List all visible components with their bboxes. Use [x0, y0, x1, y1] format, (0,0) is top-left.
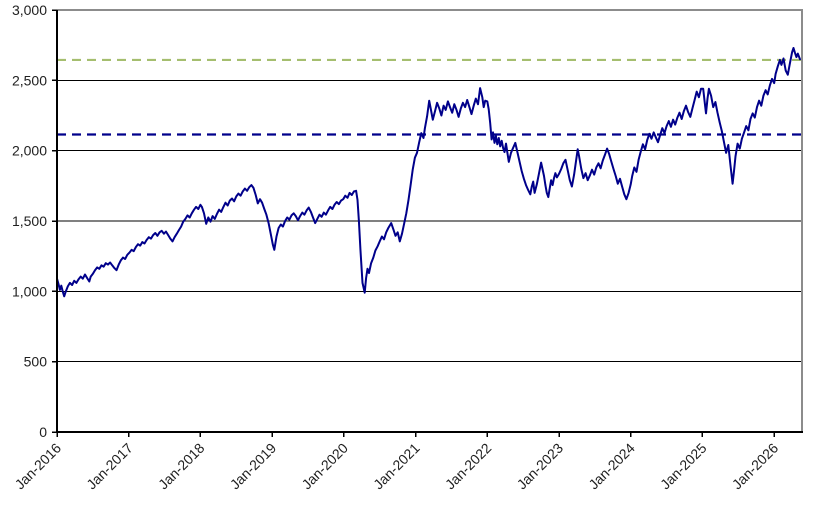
- y-tick-label: 1,500: [12, 213, 47, 229]
- y-tick-label: 3,000: [12, 2, 47, 18]
- x-tick-label: Jan-2021: [370, 440, 423, 493]
- series-index-level: [56, 47, 801, 298]
- y-tick-label: 500: [24, 354, 48, 370]
- x-tick-label: Jan-2024: [585, 440, 638, 493]
- x-tick-label: Jan-2026: [729, 440, 782, 493]
- x-tick-label: Jan-2022: [442, 440, 495, 493]
- x-tick-label: Jan-2017: [83, 440, 136, 493]
- x-tick-label: Jan-2020: [298, 440, 351, 493]
- x-tick-label: Jan-2025: [657, 440, 710, 493]
- x-tick-label: Jan-2023: [514, 440, 567, 493]
- y-tick-label: 2,000: [12, 143, 47, 159]
- y-tick-label: 0: [39, 424, 47, 440]
- x-tick-label: Jan-2019: [227, 440, 280, 493]
- y-tick-label: 2,500: [12, 72, 47, 88]
- y-tick-label: 1,000: [12, 283, 47, 299]
- x-tick-label: Jan-2018: [155, 440, 208, 493]
- x-tick-label: Jan-2016: [12, 440, 65, 493]
